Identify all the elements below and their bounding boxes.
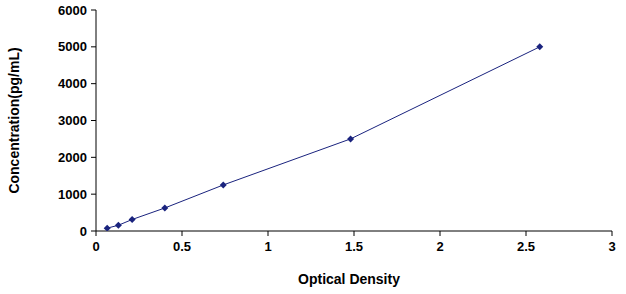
x-tick bbox=[526, 231, 527, 236]
data-point bbox=[104, 225, 111, 231]
y-tick-label: 3000 bbox=[58, 113, 87, 128]
y-tick-label: 5000 bbox=[58, 39, 87, 54]
y-axis-label: Concentration(pg/mL) bbox=[6, 47, 22, 193]
y-tick bbox=[91, 157, 96, 158]
x-tick-label: 2.5 bbox=[517, 239, 535, 254]
x-tick-label: 1.5 bbox=[345, 239, 363, 254]
data-point bbox=[220, 181, 227, 188]
y-tick bbox=[91, 231, 96, 232]
x-tick bbox=[268, 231, 269, 236]
data-point bbox=[115, 222, 122, 229]
plot-marks bbox=[104, 43, 544, 231]
x-tick bbox=[612, 231, 613, 236]
x-tick bbox=[182, 231, 183, 236]
y-tick-label: 4000 bbox=[58, 76, 87, 91]
y-tick-label: 2000 bbox=[58, 150, 87, 165]
y-tick-label: 1000 bbox=[58, 187, 87, 202]
data-point bbox=[347, 135, 354, 142]
y-tick-label: 6000 bbox=[58, 3, 87, 18]
data-point bbox=[161, 204, 168, 211]
curve-line bbox=[107, 47, 540, 228]
x-tick-label: 0.5 bbox=[173, 239, 191, 254]
y-tick bbox=[91, 120, 96, 121]
y-tick-label: 0 bbox=[80, 224, 87, 239]
chart-container: 0 0.5 1 1.5 2 2.5 3 0 1000 2000 3000 4000 5000 6000 Op… bbox=[0, 0, 626, 294]
y-tick bbox=[91, 10, 96, 11]
chart-svg: 0 0.5 1 1.5 2 2.5 3 0 1000 2000 3000 4000 5000 6000 Op… bbox=[0, 0, 626, 294]
x-tick bbox=[354, 231, 355, 236]
y-tick bbox=[91, 194, 96, 195]
x-tick bbox=[440, 231, 441, 236]
x-tick-label: 3 bbox=[608, 239, 615, 254]
y-tick bbox=[91, 46, 96, 47]
x-tick-label: 2 bbox=[436, 239, 443, 254]
x-tick-label: 1 bbox=[264, 239, 271, 254]
x-tick-label: 0 bbox=[92, 239, 99, 254]
y-tick bbox=[91, 83, 96, 84]
x-axis-label: Optical Density bbox=[298, 271, 400, 287]
data-point bbox=[536, 43, 543, 50]
data-point bbox=[129, 216, 136, 223]
x-tick bbox=[96, 231, 97, 236]
